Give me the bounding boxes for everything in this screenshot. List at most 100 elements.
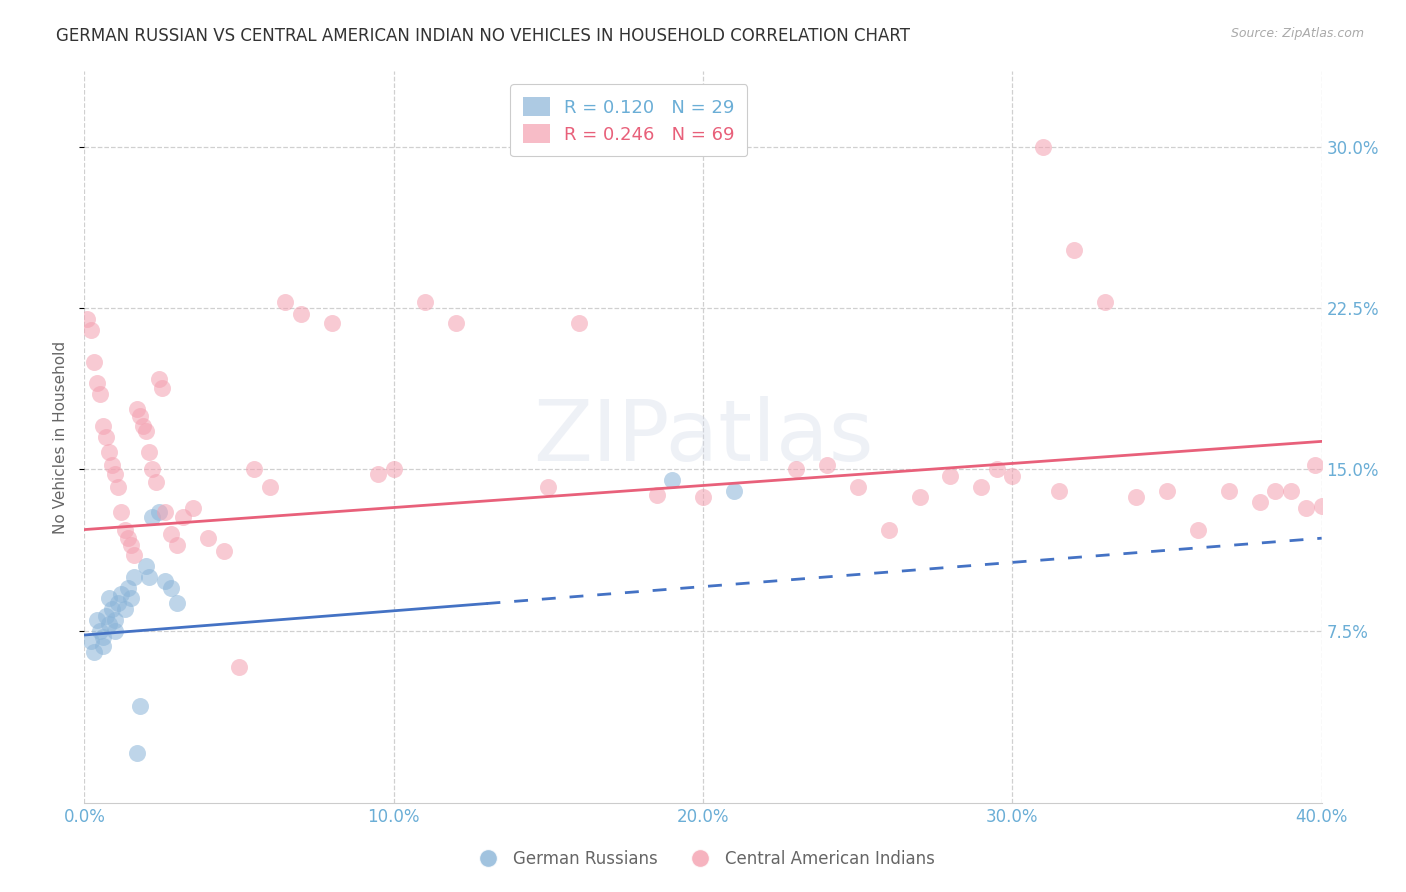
- Point: [274, 294, 297, 309]
- Point: [243, 462, 266, 476]
- Point: [150, 381, 173, 395]
- Point: [785, 462, 807, 476]
- Point: [153, 574, 176, 589]
- Point: [79, 322, 101, 336]
- Point: [148, 372, 170, 386]
- Point: [367, 467, 389, 481]
- Point: [110, 587, 132, 601]
- Point: [129, 409, 152, 423]
- Point: [86, 613, 108, 627]
- Point: [1310, 499, 1333, 513]
- Point: [160, 581, 183, 595]
- Point: [101, 602, 124, 616]
- Point: [114, 523, 136, 537]
- Point: [692, 491, 714, 505]
- Point: [321, 316, 343, 330]
- Point: [135, 424, 157, 438]
- Point: [166, 538, 188, 552]
- Point: [846, 479, 869, 493]
- Point: [228, 660, 250, 674]
- Point: [908, 491, 931, 505]
- Point: [98, 591, 121, 606]
- Point: [89, 624, 111, 638]
- Point: [98, 445, 121, 459]
- Point: [1249, 494, 1271, 508]
- Point: [181, 501, 204, 516]
- Point: [661, 473, 683, 487]
- Point: [91, 630, 114, 644]
- Point: [104, 613, 127, 627]
- Point: [101, 458, 124, 472]
- Point: [537, 479, 560, 493]
- Point: [117, 581, 139, 595]
- Text: GERMAN RUSSIAN VS CENTRAL AMERICAN INDIAN NO VEHICLES IN HOUSEHOLD CORRELATION C: GERMAN RUSSIAN VS CENTRAL AMERICAN INDIA…: [56, 27, 910, 45]
- Point: [290, 308, 312, 322]
- Point: [86, 376, 108, 391]
- Point: [877, 523, 900, 537]
- Point: [1305, 458, 1327, 472]
- Point: [148, 505, 170, 519]
- Point: [1032, 139, 1054, 153]
- Point: [1187, 523, 1209, 537]
- Point: [83, 355, 105, 369]
- Point: [83, 645, 105, 659]
- Point: [1001, 468, 1024, 483]
- Point: [138, 445, 160, 459]
- Point: [132, 419, 155, 434]
- Point: [444, 316, 467, 330]
- Point: [815, 458, 838, 472]
- Point: [94, 608, 117, 623]
- Point: [114, 602, 136, 616]
- Point: [79, 634, 101, 648]
- Text: Source: ZipAtlas.com: Source: ZipAtlas.com: [1230, 27, 1364, 40]
- Point: [129, 698, 152, 713]
- Point: [986, 462, 1008, 476]
- Point: [1218, 483, 1240, 498]
- Point: [1264, 483, 1286, 498]
- Point: [117, 531, 139, 545]
- Point: [145, 475, 167, 490]
- Point: [122, 570, 145, 584]
- Point: [141, 462, 163, 476]
- Point: [125, 402, 148, 417]
- Point: [568, 316, 591, 330]
- Point: [1094, 294, 1116, 309]
- Point: [1156, 483, 1178, 498]
- Point: [141, 509, 163, 524]
- Legend: German Russians, Central American Indians: German Russians, Central American Indian…: [465, 844, 941, 875]
- Point: [197, 531, 219, 545]
- Point: [166, 596, 188, 610]
- Point: [89, 387, 111, 401]
- Point: [110, 505, 132, 519]
- Point: [120, 591, 142, 606]
- Point: [125, 747, 148, 761]
- Point: [645, 488, 668, 502]
- Point: [413, 294, 436, 309]
- Y-axis label: No Vehicles in Household: No Vehicles in Household: [53, 341, 69, 533]
- Point: [382, 462, 405, 476]
- Point: [120, 538, 142, 552]
- Point: [160, 527, 183, 541]
- Point: [94, 430, 117, 444]
- Point: [107, 479, 129, 493]
- Point: [1295, 501, 1317, 516]
- Point: [122, 549, 145, 563]
- Point: [104, 467, 127, 481]
- Legend: R = 0.120   N = 29, R = 0.246   N = 69: R = 0.120 N = 29, R = 0.246 N = 69: [510, 84, 748, 156]
- Point: [970, 479, 993, 493]
- Point: [138, 570, 160, 584]
- Point: [172, 509, 194, 524]
- Point: [1047, 483, 1070, 498]
- Point: [135, 559, 157, 574]
- Point: [107, 596, 129, 610]
- Point: [76, 311, 98, 326]
- Point: [723, 483, 745, 498]
- Point: [1063, 243, 1085, 257]
- Point: [1279, 483, 1302, 498]
- Point: [259, 479, 281, 493]
- Point: [91, 639, 114, 653]
- Point: [1125, 491, 1147, 505]
- Point: [212, 544, 235, 558]
- Point: [939, 468, 962, 483]
- Text: ZIPatlas: ZIPatlas: [533, 395, 873, 479]
